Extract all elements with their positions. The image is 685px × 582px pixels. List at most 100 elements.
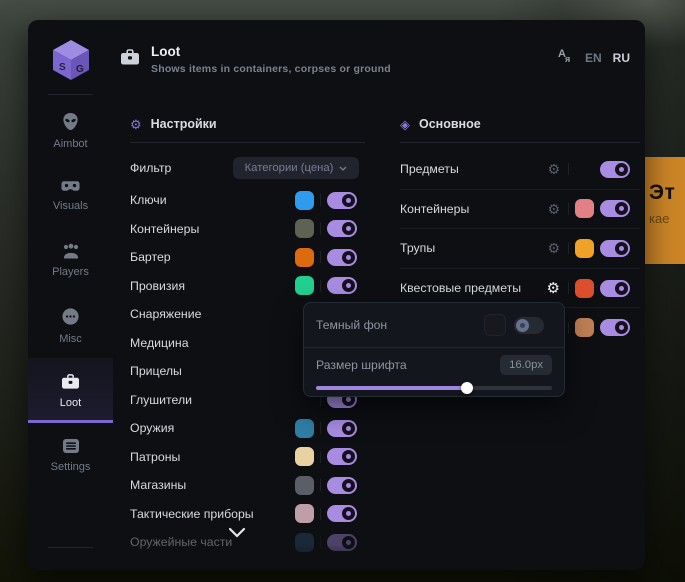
category-toggle[interactable] xyxy=(327,476,357,494)
gear-icon[interactable]: ⚙ xyxy=(546,279,560,297)
toggle-knob xyxy=(615,321,628,335)
category-label: Патроны xyxy=(130,449,181,464)
app-logo-icon: S G xyxy=(28,38,113,82)
lang-en-button[interactable]: EN xyxy=(584,51,602,65)
category-label: Прицелы xyxy=(130,364,182,379)
category-toggle[interactable] xyxy=(327,533,357,551)
category-label: Магазины xyxy=(130,478,187,493)
gear-icon[interactable]: ⚙ xyxy=(547,161,560,178)
ellipsis-circle-icon xyxy=(61,307,80,326)
gear-icon[interactable]: ⚙ xyxy=(547,200,560,217)
color-swatch[interactable] xyxy=(575,199,594,219)
option-toggle[interactable] xyxy=(600,200,630,218)
color-swatch[interactable] xyxy=(295,190,314,210)
category-label: Контейнеры xyxy=(130,221,200,236)
popup-color-swatch[interactable] xyxy=(484,314,506,336)
category-label: Ключи xyxy=(130,193,167,208)
filter-dropdown-value: Категории (цена) xyxy=(244,162,334,174)
category-toggle[interactable] xyxy=(327,448,357,466)
main-option-row: Предметы ⚙ xyxy=(400,150,640,189)
gear-icon: ⚙ xyxy=(130,116,142,132)
lang-ru-button[interactable]: RU xyxy=(612,51,630,65)
font-size-label: Размер шрифта xyxy=(316,358,407,372)
color-swatch[interactable] xyxy=(295,447,314,467)
divider xyxy=(568,163,569,176)
divider xyxy=(320,393,321,406)
main-panel: ◈ Основное Предметы ⚙ Контейнеры ⚙ Трупы… xyxy=(400,116,640,347)
sidebar-item-players[interactable]: Players xyxy=(28,228,113,293)
color-swatch[interactable] xyxy=(575,238,594,258)
category-toggle[interactable] xyxy=(327,191,357,209)
sign-text: кае xyxy=(649,211,670,226)
font-size-slider[interactable] xyxy=(316,382,552,394)
loot-category-row: Ключи xyxy=(130,186,365,215)
main-options-list: Предметы ⚙ Контейнеры ⚙ Трупы ⚙ Квестовы… xyxy=(400,150,640,347)
loot-category-row: Магазины xyxy=(130,471,365,500)
sidebar-item-aimbot[interactable]: Aimbot xyxy=(28,98,113,163)
option-label: Трупы xyxy=(400,241,436,256)
sidebar-item-loot[interactable]: Loot xyxy=(28,358,113,423)
category-label: Бартер xyxy=(130,250,171,265)
toggle-knob xyxy=(615,162,628,176)
option-toggle[interactable] xyxy=(600,239,630,257)
divider xyxy=(130,142,365,143)
sidebar-divider xyxy=(48,547,93,548)
sidebar-item-label: Loot xyxy=(59,396,82,409)
main-option-row: Контейнеры ⚙ xyxy=(400,188,640,229)
sidebar-item-visuals[interactable]: Visuals xyxy=(28,163,113,228)
divider xyxy=(320,536,321,548)
color-swatch[interactable] xyxy=(295,532,314,552)
chevron-down-icon xyxy=(339,166,347,171)
slider-knob[interactable] xyxy=(461,382,474,394)
toggle-knob xyxy=(342,250,355,264)
category-toggle[interactable] xyxy=(327,505,357,523)
color-swatch[interactable] xyxy=(575,278,594,298)
dark-bg-toggle[interactable] xyxy=(514,316,544,334)
color-swatch[interactable] xyxy=(295,475,314,495)
toggle-knob xyxy=(342,193,355,207)
sidebar-item-label: Settings xyxy=(50,461,91,473)
sidebar-item-settings[interactable]: Settings xyxy=(28,423,113,488)
category-toggle[interactable] xyxy=(327,248,357,266)
alien-icon xyxy=(61,112,80,131)
sidebar-item-misc[interactable]: Misc xyxy=(28,293,113,358)
category-label: Глушители xyxy=(130,392,192,407)
color-swatch[interactable] xyxy=(295,418,314,438)
diamond-icon: ◈ xyxy=(400,116,410,132)
cheat-menu-window: S G Aimbot xyxy=(28,20,645,570)
divider xyxy=(568,282,569,295)
toggle-knob xyxy=(342,478,355,492)
gear-icon[interactable]: ⚙ xyxy=(547,240,560,257)
scroll-more-chevron-icon xyxy=(227,526,247,544)
sidebar-item-label: Misc xyxy=(59,332,82,345)
option-label: Предметы xyxy=(400,162,459,177)
loot-category-row: Контейнеры xyxy=(130,215,365,244)
option-toggle[interactable] xyxy=(600,279,630,297)
color-swatch[interactable] xyxy=(295,504,314,524)
loot-category-row: Провизия xyxy=(130,272,365,301)
briefcase-icon xyxy=(61,373,80,390)
slider-fill xyxy=(316,386,468,390)
option-toggle[interactable] xyxy=(600,160,630,178)
divider xyxy=(320,479,321,492)
category-toggle[interactable] xyxy=(327,220,357,238)
category-label: Оружия xyxy=(130,421,175,436)
loot-category-row: Патроны xyxy=(130,443,365,472)
sidebar-item-label: Players xyxy=(52,266,89,278)
color-swatch[interactable] xyxy=(575,318,594,338)
filter-dropdown[interactable]: Категории (цена) xyxy=(233,157,359,179)
color-swatch[interactable] xyxy=(295,247,314,267)
category-toggle[interactable] xyxy=(327,277,357,295)
color-swatch[interactable] xyxy=(295,219,314,239)
sidebar-item-label: Aimbot xyxy=(53,137,88,150)
category-toggle[interactable] xyxy=(327,419,357,437)
color-settings-popup: Темный фон Размер шрифта 16.0px xyxy=(303,302,565,397)
category-label: Медицина xyxy=(130,335,189,350)
divider xyxy=(320,251,321,264)
color-swatch[interactable] xyxy=(295,276,314,296)
option-toggle[interactable] xyxy=(600,319,630,337)
dark-bg-label: Темный фон xyxy=(316,318,388,332)
category-label: Оружейные части xyxy=(130,535,233,550)
settings-panel: ⚙ Настройки Фильтр Категории (цена) Ключ… xyxy=(130,116,365,557)
